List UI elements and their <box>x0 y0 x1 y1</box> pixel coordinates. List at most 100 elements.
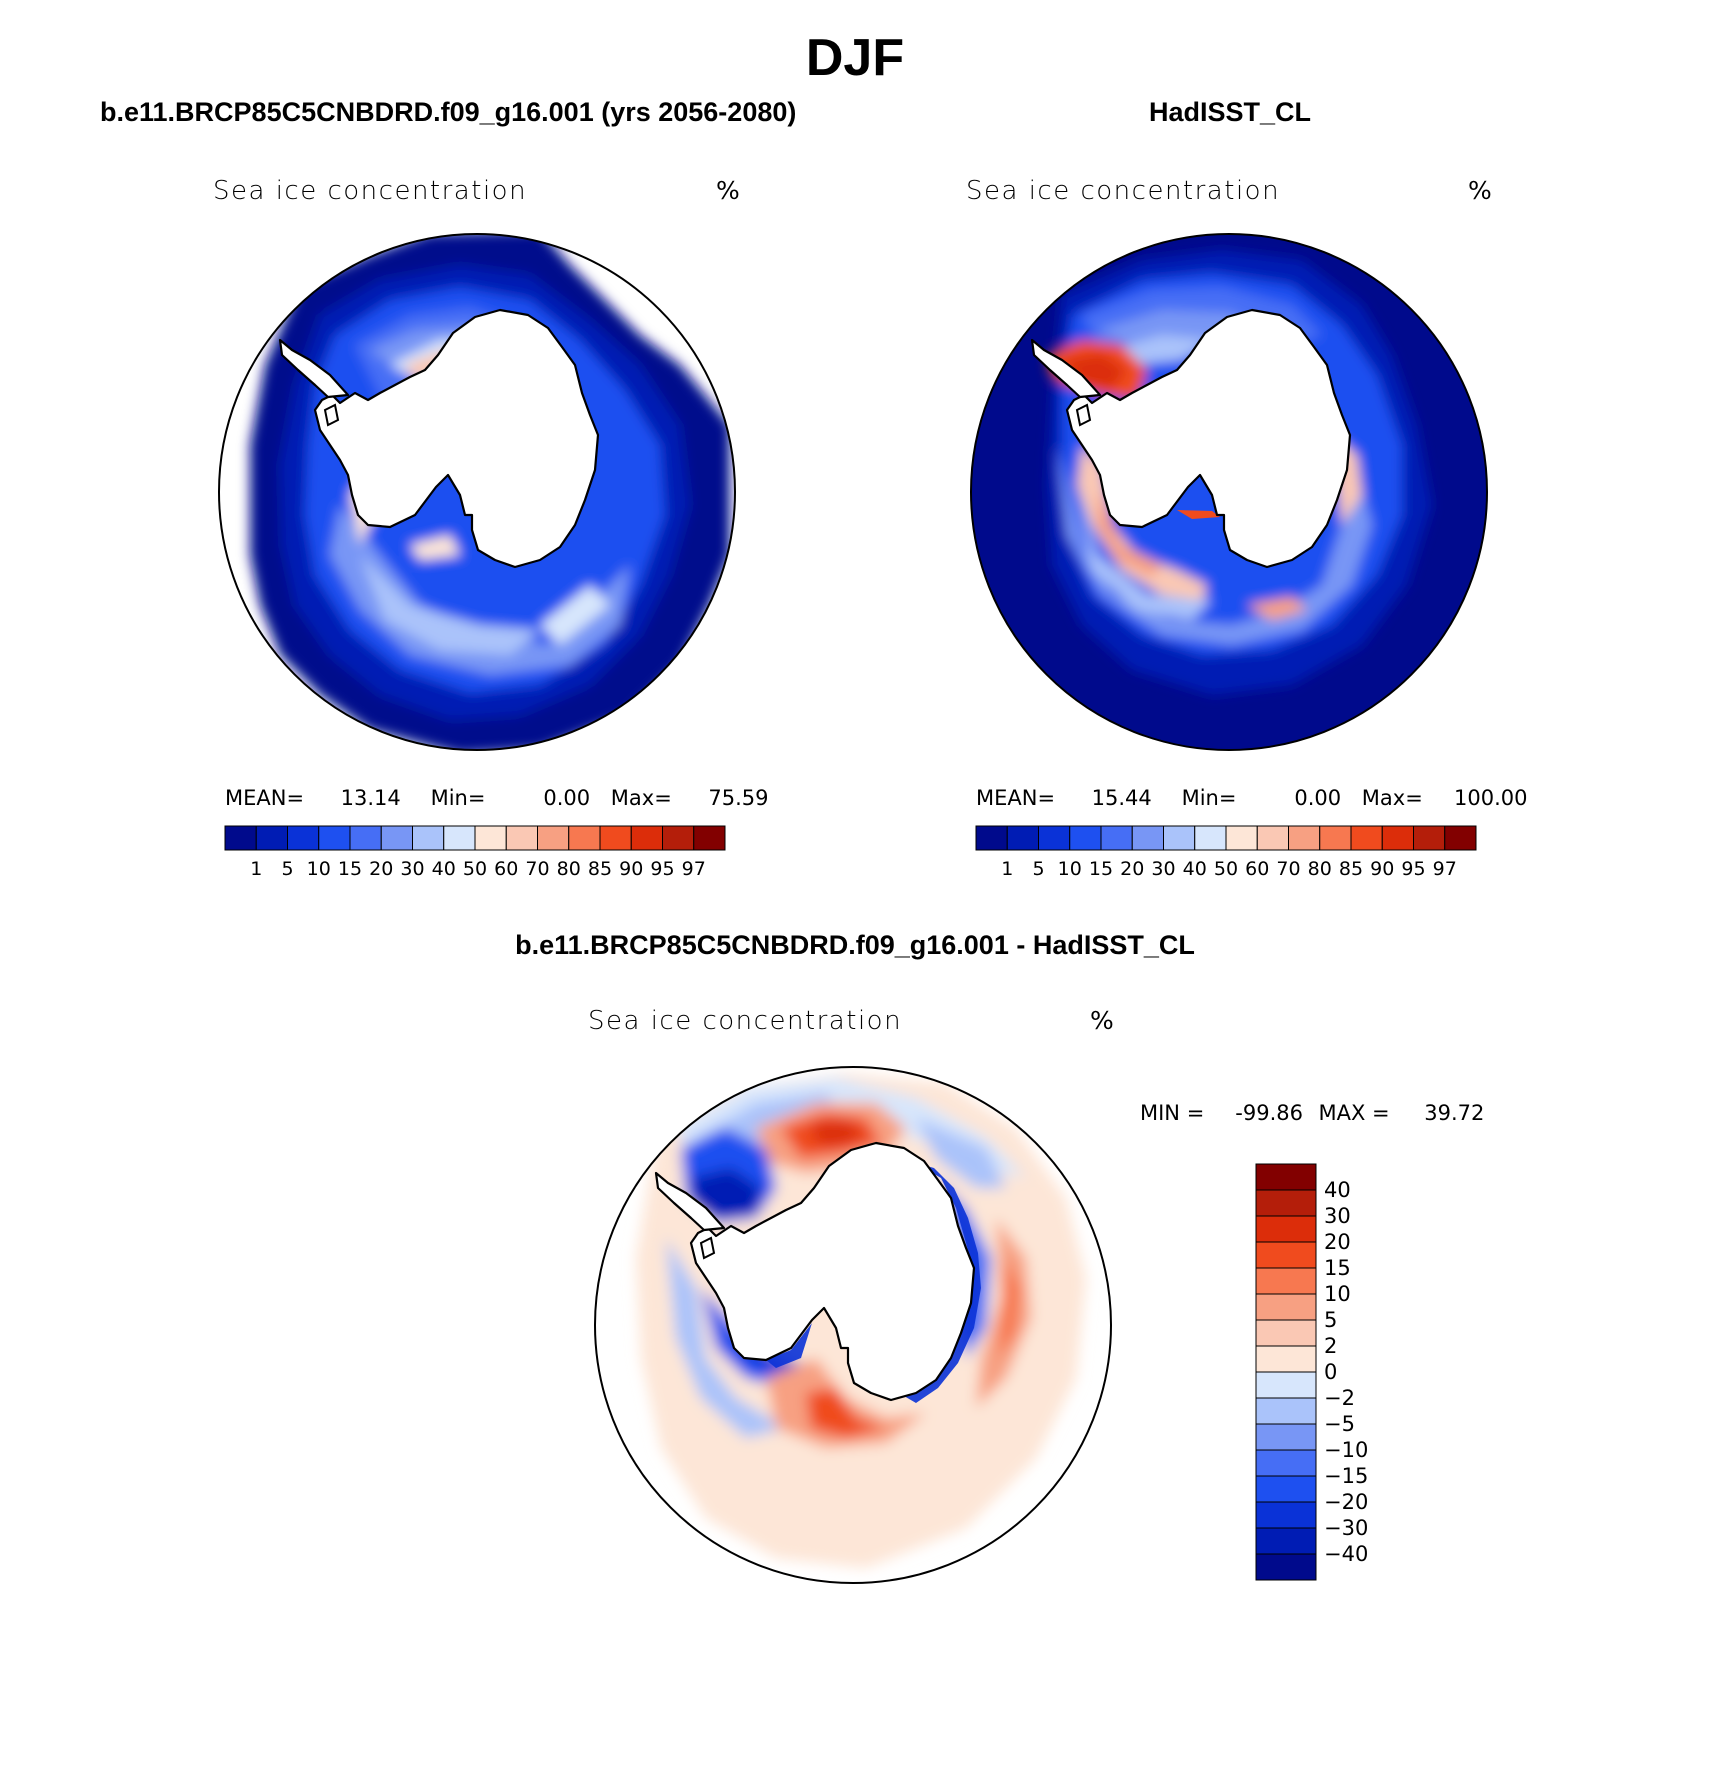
panel1-colorbar-swatch <box>662 825 695 851</box>
panel2-colorbar-swatch <box>1163 825 1196 851</box>
panel3-colorbar-swatch <box>1255 1475 1317 1503</box>
panel1-colorbar: 1 5 10 15 20 30 40 50 60 70 80 85 90 95 97 <box>224 825 726 880</box>
panel3-colorbar-swatch <box>1255 1241 1317 1269</box>
panel2-colorbar-swatch <box>1131 825 1164 851</box>
panel1-colorbar-tick-label: 20 <box>369 858 393 880</box>
panel2-title: HadISST_CL <box>1148 97 1312 127</box>
panel1-colorbar-swatch <box>537 825 570 851</box>
panel3-colorbar-swatch <box>1255 1371 1317 1399</box>
panel1-colorbar-tick-label: 80 <box>557 858 581 880</box>
panel3-min-label: MIN = <box>1140 1101 1205 1125</box>
panel2-colorbar-swatch <box>1006 825 1039 851</box>
panel2-colorbar-tick-label: 95 <box>1401 858 1425 880</box>
panel2-colorbar-tick-label: 10 <box>1058 858 1082 880</box>
panel2-colorbar-swatch <box>1288 825 1321 851</box>
panel2-colorbar-tick-label: 60 <box>1245 858 1269 880</box>
panel1-colorbar-tick-label: 90 <box>619 858 643 880</box>
panel1-units: % <box>716 176 740 205</box>
panel1-colorbar-swatch <box>599 825 632 851</box>
panel1-stats: MEAN= 13.14 Min= 0.00 Max= 75.59 <box>225 786 769 810</box>
panel3-colorbar-swatch <box>1255 1189 1317 1217</box>
panel1-max-value: 75.59 <box>708 786 769 810</box>
panel2-colorbar-swatch <box>1256 825 1289 851</box>
panel2-colorbar-tick-label: 15 <box>1089 858 1113 880</box>
panel3-map <box>594 1066 1112 1584</box>
panel1-colorbar-tick-label: 97 <box>682 858 706 880</box>
panel1-min-label: Min= <box>430 786 486 810</box>
panel3-colorbar-tick-label: 0 <box>1324 1360 1337 1384</box>
panel3-title: b.e11.BRCP85C5CNBDRD.f09_g16.001 - HadIS… <box>515 930 1195 960</box>
panel1-colorbar-tick-label: 95 <box>650 858 674 880</box>
panel2-colorbar-swatch <box>1194 825 1227 851</box>
panel3-field-label: Sea ice concentration <box>588 1006 903 1036</box>
panel1-colorbar-tick-label: 85 <box>588 858 612 880</box>
panel1-colorbar-tick-label: 40 <box>432 858 456 880</box>
panel2-colorbar-swatch <box>1381 825 1414 851</box>
panel2-colorbar-tick-label: 5 <box>1032 858 1044 880</box>
panel2-colorbar-swatch <box>1319 825 1352 851</box>
panel2-colorbar-tick-label: 90 <box>1370 858 1394 880</box>
panel3-colorbar-swatch <box>1255 1319 1317 1347</box>
panel2-colorbar-swatch <box>1038 825 1071 851</box>
panel3-max-value: 39.72 <box>1424 1101 1485 1125</box>
panel1-colorbar-swatch <box>255 825 288 851</box>
panel3-units: % <box>1090 1006 1114 1035</box>
panel1-colorbar-swatch <box>630 825 663 851</box>
panel3-colorbar-swatch <box>1255 1293 1317 1321</box>
panel3-colorbar-tick-label: 5 <box>1324 1308 1337 1332</box>
panel1-map-border <box>218 233 736 751</box>
panel3-colorbar-tick-label: 2 <box>1324 1334 1337 1358</box>
panel3-colorbar-swatch <box>1255 1553 1317 1581</box>
panel2-colorbar-swatch <box>1069 825 1102 851</box>
panel1-colorbar-swatch <box>474 825 507 851</box>
panel2-colorbar-tick-label: 40 <box>1183 858 1207 880</box>
panel1-colorbar-swatch <box>693 825 726 851</box>
panel1-colorbar-swatch <box>568 825 601 851</box>
panel1-colorbar-swatch <box>224 825 257 851</box>
panel3-colorbar-tick-label: −15 <box>1324 1464 1368 1488</box>
panel1-colorbar-swatch <box>412 825 445 851</box>
panel3-colorbar-tick-label: −40 <box>1324 1542 1368 1566</box>
panel2-field-label: Sea ice concentration <box>966 176 1281 206</box>
panel3-colorbar-tick-label: −2 <box>1324 1386 1355 1410</box>
panel3-colorbar-swatch <box>1255 1345 1317 1373</box>
panel2-colorbar-swatch <box>1444 825 1477 851</box>
panel1-min-value: 0.00 <box>543 786 591 810</box>
panel1-colorbar-swatch <box>505 825 538 851</box>
panel2-colorbar-swatch <box>1100 825 1133 851</box>
panel3-stats: MIN = -99.86 MAX = 39.72 <box>1140 1101 1484 1125</box>
panel2-stats: MEAN= 15.44 Min= 0.00 Max= 100.00 <box>976 786 1528 810</box>
panel2-colorbar-swatch <box>975 825 1008 851</box>
panel1-colorbar-tick-label: 15 <box>338 858 362 880</box>
panel3-colorbar-tick-label: −20 <box>1324 1490 1368 1514</box>
panel2-colorbar-tick-label: 80 <box>1308 858 1332 880</box>
panel3-colorbar-tick-label: −5 <box>1324 1412 1355 1436</box>
panel2-max-value: 100.00 <box>1454 786 1528 810</box>
panel1-max-label: Max= <box>610 786 672 810</box>
panel3-colorbar-swatch <box>1255 1163 1317 1191</box>
panel2-colorbar-tick-label: 70 <box>1276 858 1300 880</box>
panel2-sea-ice-field <box>971 234 1487 750</box>
panel1-map <box>218 233 736 751</box>
panel3-antarctica <box>689 1141 976 1402</box>
panel3-colorbar-swatch <box>1255 1397 1317 1425</box>
panel2-min-value: 0.00 <box>1294 786 1342 810</box>
panel1-colorbar-swatch <box>443 825 476 851</box>
panel3-colorbar-swatch <box>1255 1215 1317 1243</box>
panel1-field-label: Sea ice concentration <box>213 176 528 206</box>
panel1-title: b.e11.BRCP85C5CNBDRD.f09_g16.001 (yrs 20… <box>100 97 797 127</box>
panel2-mean-label: MEAN= <box>976 786 1056 810</box>
panel1-antarctica <box>313 308 600 569</box>
panel3-colorbar-swatch <box>1255 1423 1317 1451</box>
panel3-colorbar-tick-label: 20 <box>1324 1230 1351 1254</box>
panel1-mean-value: 13.14 <box>340 786 401 810</box>
panel3-colorbar-tick-label: −10 <box>1324 1438 1368 1462</box>
panel2-colorbar-tick-label: 30 <box>1151 858 1175 880</box>
panel1-colorbar-tick-label: 10 <box>307 858 331 880</box>
panel1-colorbar-tick-label: 5 <box>281 858 293 880</box>
panel1-colorbar-tick-label: 50 <box>463 858 487 880</box>
panel2-mean-value: 15.44 <box>1091 786 1152 810</box>
panel2-colorbar-swatch <box>1350 825 1383 851</box>
panel3-max-label: MAX = <box>1318 1101 1390 1125</box>
